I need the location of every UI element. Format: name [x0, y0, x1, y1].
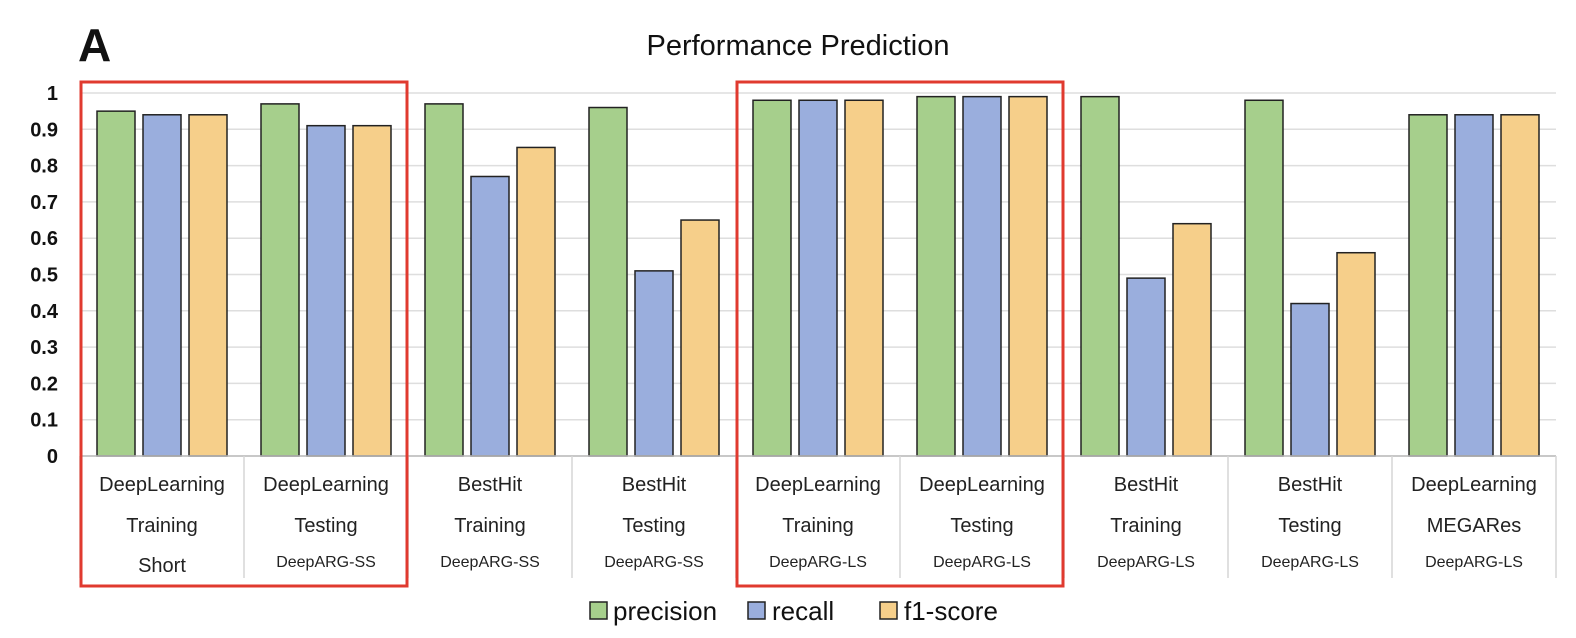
category-label-line1: DeepLearning [1411, 474, 1537, 496]
category-label-line2: Training [454, 515, 526, 537]
category-label-line2: Testing [1278, 515, 1341, 537]
bar-recall [1126, 277, 1166, 457]
category-label-line1: BestHit [458, 474, 523, 496]
category-label-line3: DeepARG-LS [1425, 554, 1523, 571]
bar-precision [96, 110, 136, 457]
bar-f1-score [1500, 114, 1540, 457]
legend-label-recall: recall [772, 596, 834, 626]
category-label-line3: DeepARG-SS [276, 554, 376, 571]
category-label-line3: DeepARG-SS [440, 554, 540, 571]
bar-precision [1244, 99, 1284, 457]
bar-precision [588, 106, 628, 457]
category-label-line2: Testing [294, 515, 357, 537]
category-label-line1: BestHit [1114, 474, 1179, 496]
bar-f1-score [680, 219, 720, 457]
category-label-line2: Training [1110, 515, 1182, 537]
y-tick-label: 0 [47, 446, 58, 468]
y-tick-label: 0.3 [30, 337, 58, 359]
bar-f1-score [352, 124, 392, 457]
highlight-box [79, 80, 409, 588]
bar-precision [424, 103, 464, 457]
bar-precision [752, 99, 792, 457]
legend-swatch-f1-score [879, 601, 898, 620]
bar-f1-score [1172, 222, 1212, 457]
bar-recall [306, 124, 346, 457]
category-label-line3: DeepARG-LS [769, 554, 867, 571]
category-label-line2: Testing [622, 515, 685, 537]
bar-precision [260, 103, 300, 457]
legend-label-precision: precision [613, 596, 717, 626]
panel-label: A [78, 19, 112, 71]
category-label-line1: DeepLearning [263, 474, 389, 496]
category-label-line2: Training [126, 515, 198, 537]
bar-recall [962, 95, 1002, 457]
category-label-line1: BestHit [622, 474, 687, 496]
y-tick-label: 0.6 [30, 228, 58, 250]
bar-recall [798, 99, 838, 457]
category-label-line1: DeepLearning [919, 474, 1045, 496]
bar-precision [1408, 114, 1448, 457]
bar-recall [1454, 114, 1494, 457]
bar-f1-score [844, 99, 884, 457]
category-label-line1: DeepLearning [755, 474, 881, 496]
y-tick-label: 0.4 [30, 301, 59, 323]
legend-label-f1-score: f1-score [904, 596, 998, 626]
category-label-line1: BestHit [1278, 474, 1343, 496]
y-tick-label: 0.8 [30, 156, 58, 178]
bar-precision [916, 95, 956, 457]
bar-recall [634, 270, 674, 457]
y-tick-label: 0.7 [30, 192, 58, 214]
category-label-line3: DeepARG-LS [933, 554, 1031, 571]
bar-recall [1290, 302, 1330, 457]
chart-title: Performance Prediction [646, 30, 950, 62]
bar-recall [142, 114, 182, 457]
highlight-box [735, 80, 1065, 588]
bar-f1-score [1008, 95, 1048, 457]
y-tick-label: 0.5 [30, 265, 58, 287]
category-label-line2: Testing [950, 515, 1013, 537]
category-label-line1: DeepLearning [99, 474, 225, 496]
bar-f1-score [1336, 251, 1376, 457]
bar-precision [1080, 95, 1120, 457]
y-tick-label: 1 [47, 83, 58, 105]
legend-swatch-precision [589, 601, 608, 620]
category-label-line3: DeepARG-SS [604, 554, 704, 571]
bar-f1-score [516, 146, 556, 457]
bar-recall [470, 175, 510, 457]
y-tick-label: 0.1 [30, 410, 58, 432]
bar-f1-score [188, 114, 228, 457]
category-label-line3: DeepARG-LS [1097, 554, 1195, 571]
category-label-line2: MEGARes [1427, 515, 1521, 537]
category-label-line2: Training [782, 515, 854, 537]
y-tick-label: 0.9 [30, 119, 58, 141]
category-label-line3: Short [138, 555, 186, 577]
y-tick-label: 0.2 [30, 373, 58, 395]
category-label-line3: DeepARG-LS [1261, 554, 1359, 571]
legend-swatch-recall [747, 601, 766, 620]
